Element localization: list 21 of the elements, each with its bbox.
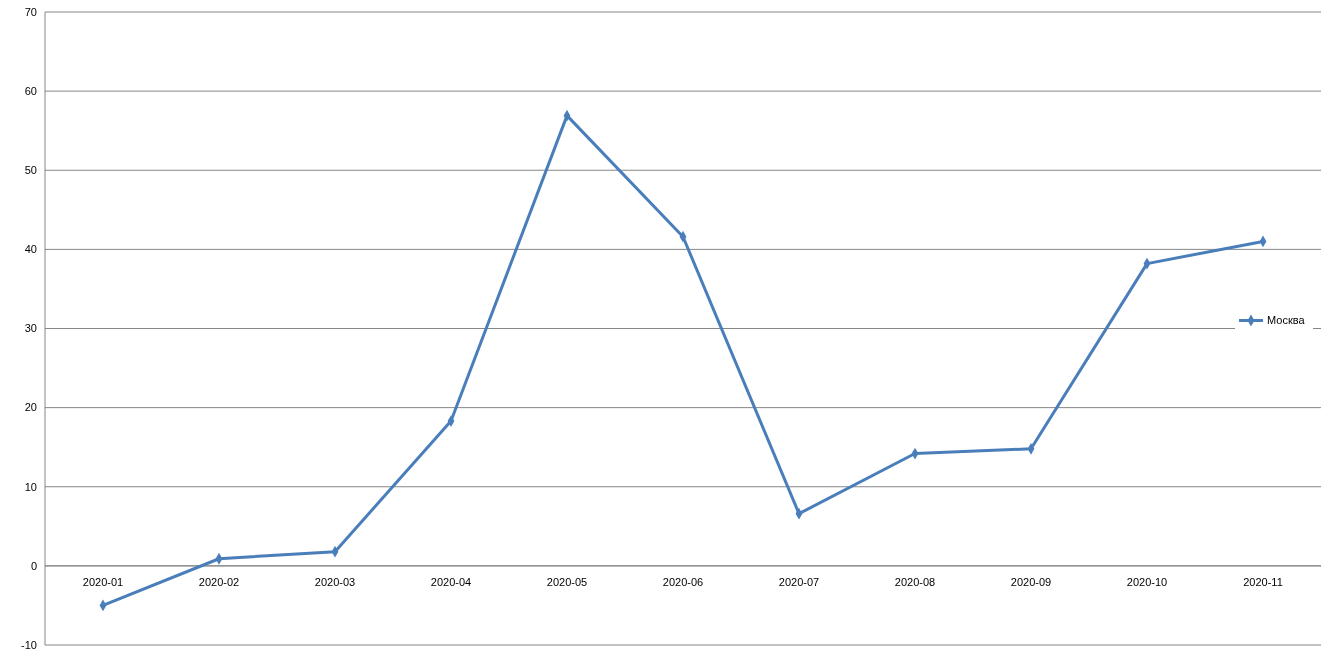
y-tick-label: 20 xyxy=(24,401,37,414)
x-tick-label: 2020-08 xyxy=(894,575,936,588)
legend-label: Москва xyxy=(1267,314,1306,327)
y-tick-label: 30 xyxy=(24,322,37,335)
y-tick-label: 70 xyxy=(24,5,37,18)
x-tick-label: 2020-06 xyxy=(662,575,704,588)
x-tick-label: 2020-03 xyxy=(314,575,356,588)
x-tick-label: 2020-07 xyxy=(778,575,820,588)
y-tick-label: 10 xyxy=(24,480,37,493)
y-tick-label: 60 xyxy=(24,84,37,97)
x-tick-label: 2020-05 xyxy=(546,575,588,588)
y-tick-label: 40 xyxy=(24,243,37,256)
x-tick-label: 2020-02 xyxy=(198,575,240,588)
x-tick-label: 2020-09 xyxy=(1010,575,1052,588)
y-tick-label: 0 xyxy=(30,559,37,572)
x-tick-label: 2020-04 xyxy=(430,575,472,588)
y-tick-label: -10 xyxy=(21,638,37,651)
x-tick-label: 2020-01 xyxy=(82,575,124,588)
y-tick-label: 50 xyxy=(24,164,37,177)
x-tick-label: 2020-10 xyxy=(1126,575,1168,588)
x-tick-label: 2020-11 xyxy=(1243,575,1283,588)
